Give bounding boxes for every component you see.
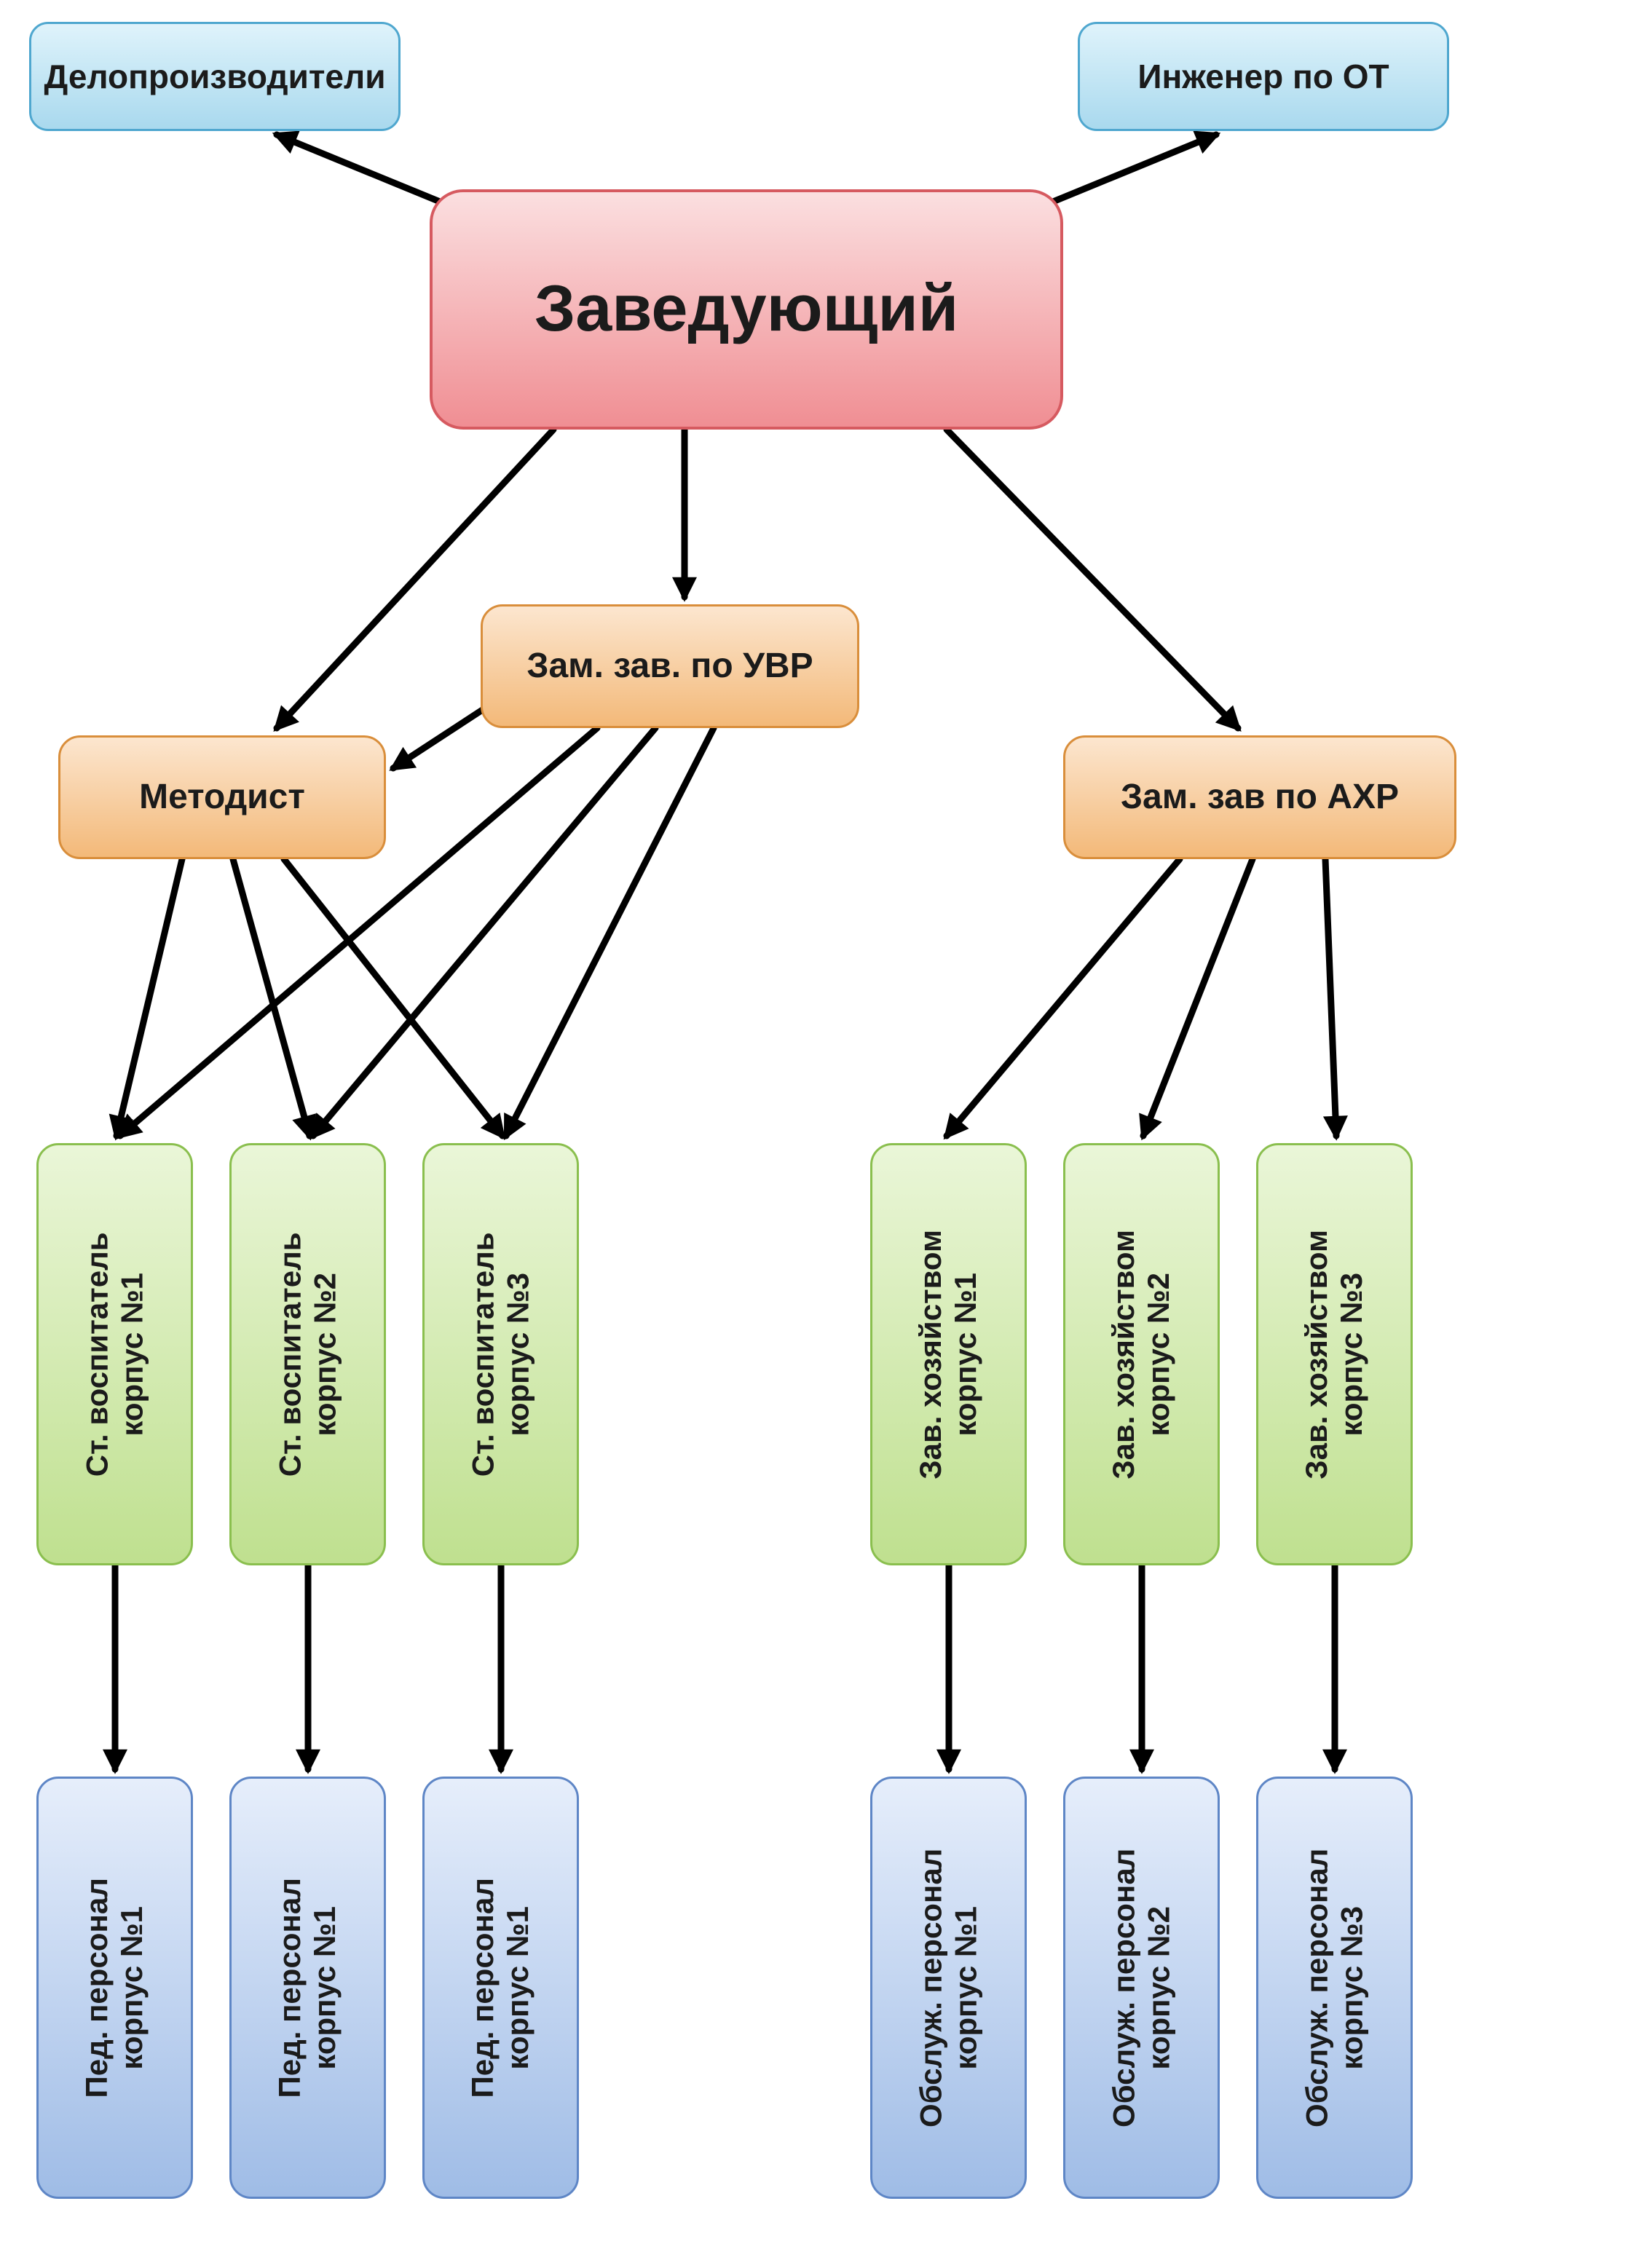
node-clerks: Делопроизводители bbox=[29, 22, 401, 131]
node-label: Обслуж. персонал корпус №3 bbox=[1299, 1848, 1370, 2127]
node-label: Зав. хозяйством корпус №3 bbox=[1299, 1230, 1370, 1479]
node-pp2: Пед. персонал корпус №1 bbox=[229, 1777, 386, 2199]
org-chart: Делопроизводители Инженер по ОТ Заведующий… bbox=[0, 0, 1629, 2268]
node-label: Пед. персонал корпус №1 bbox=[79, 1878, 150, 2098]
edge-arrow bbox=[393, 706, 488, 768]
node-methodist: Методист bbox=[58, 735, 386, 859]
node-label: Методист bbox=[139, 777, 305, 817]
node-op3: Обслуж. персонал корпус №3 bbox=[1256, 1777, 1413, 2199]
edge-arrow bbox=[506, 728, 714, 1136]
edge-arrow bbox=[947, 859, 1180, 1136]
node-op2: Обслуж. персонал корпус №2 bbox=[1063, 1777, 1220, 2199]
node-zh2: Зав. хозяйством корпус №2 bbox=[1063, 1143, 1220, 1565]
node-op1: Обслуж. персонал корпус №1 bbox=[870, 1777, 1027, 2199]
node-zh1: Зав. хозяйством корпус №1 bbox=[870, 1143, 1027, 1565]
node-head: Заведующий bbox=[430, 189, 1063, 430]
node-zh3: Зав. хозяйством корпус №3 bbox=[1256, 1143, 1413, 1565]
node-label: Обслуж. персонал корпус №2 bbox=[1106, 1848, 1177, 2127]
node-sv2: Ст. воспитатель корпус №2 bbox=[229, 1143, 386, 1565]
node-label: Зав. хозяйством корпус №2 bbox=[1106, 1230, 1177, 1479]
edge-arrow bbox=[284, 859, 502, 1136]
node-label: Пед. персонал корпус №1 bbox=[465, 1878, 536, 2098]
node-sv1: Ст. воспитатель корпус №1 bbox=[36, 1143, 193, 1565]
node-sv3: Ст. воспитатель корпус №3 bbox=[422, 1143, 579, 1565]
node-label: Обслуж. персонал корпус №1 bbox=[913, 1848, 984, 2127]
node-label: Ст. воспитатель корпус №1 bbox=[79, 1232, 150, 1477]
node-label: Инженер по ОТ bbox=[1137, 58, 1389, 96]
node-label: Зам. зав. по УВР bbox=[526, 646, 813, 686]
node-label: Заведующий bbox=[535, 272, 958, 347]
node-pp1: Пед. персонал корпус №1 bbox=[36, 1777, 193, 2199]
node-pp3: Пед. персонал корпус №1 bbox=[422, 1777, 579, 2199]
node-label: Пед. персонал корпус №1 bbox=[272, 1878, 343, 2098]
node-label: Делопроизводители bbox=[44, 58, 385, 96]
edge-arrow bbox=[947, 430, 1238, 728]
edge-arrow bbox=[117, 859, 182, 1136]
node-label: Ст. воспитатель корпус №3 bbox=[465, 1232, 536, 1477]
node-axr: Зам. зав по АХР bbox=[1063, 735, 1456, 859]
edge-arrow bbox=[233, 859, 309, 1136]
node-label: Ст. воспитатель корпус №2 bbox=[272, 1232, 343, 1477]
edge-arrow bbox=[1143, 859, 1253, 1136]
node-label: Зам. зав по АХР bbox=[1121, 777, 1399, 817]
edge-arrow bbox=[1325, 859, 1336, 1136]
node-uvr: Зам. зав. по УВР bbox=[481, 604, 859, 728]
node-label: Зав. хозяйством корпус №1 bbox=[913, 1230, 984, 1479]
node-ot-engineer: Инженер по ОТ bbox=[1078, 22, 1449, 131]
